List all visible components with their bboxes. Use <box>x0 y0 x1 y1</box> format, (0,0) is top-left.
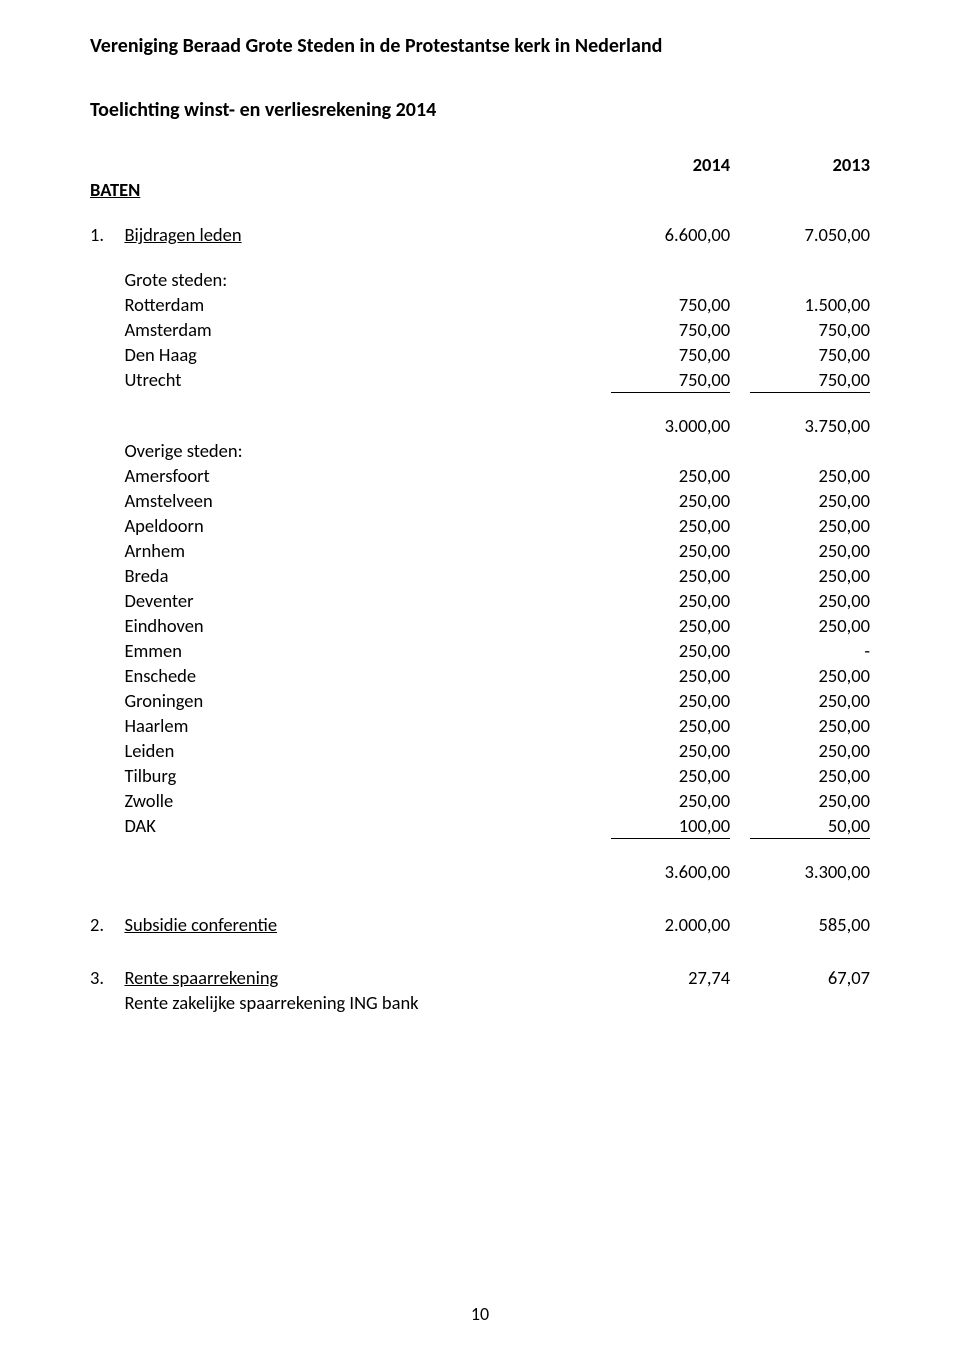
overige-row-a: 250,00 <box>611 513 731 538</box>
grote-row-label: Amsterdam <box>124 317 549 342</box>
page-subheader: Toelichting winst- en verliesrekening 20… <box>90 98 870 122</box>
section-baten: BATEN <box>90 178 140 201</box>
page-header: Vereniging Beraad Grote Steden in de Pro… <box>90 34 870 58</box>
overige-row-b: 250,00 <box>750 688 870 713</box>
overige-row-b: 250,00 <box>750 713 870 738</box>
overige-row-a: 250,00 <box>611 588 731 613</box>
sec3-num: 3. <box>90 965 124 990</box>
sec2-num: 2. <box>90 912 124 937</box>
overige-row-a: 250,00 <box>611 463 731 488</box>
overige-row-label: Apeldoorn <box>124 513 549 538</box>
sec3-title: Rente spaarrekening <box>124 966 278 989</box>
overige-row-label: Haarlem <box>124 713 549 738</box>
page-number: 10 <box>0 1303 960 1325</box>
overige-row-b: 250,00 <box>750 588 870 613</box>
overige-row-label: Enschede <box>124 663 549 688</box>
overige-row-a: 250,00 <box>611 613 731 638</box>
sec3-detail: Rente zakelijke spaarrekening ING bank <box>124 990 549 1015</box>
grote-row-b: 750,00 <box>750 367 870 393</box>
overige-row-b: 250,00 <box>750 463 870 488</box>
overige-row-b: 250,00 <box>750 788 870 813</box>
overige-row-label: Eindhoven <box>124 613 549 638</box>
grote-row-label: Rotterdam <box>124 292 549 317</box>
sec2-a: 2.000,00 <box>611 912 731 937</box>
overige-row-b: 250,00 <box>750 563 870 588</box>
overige-row-a: 250,00 <box>611 538 731 563</box>
overige-row-b: 50,00 <box>750 813 870 839</box>
grote-row-a: 750,00 <box>611 317 731 342</box>
financial-table: 2014 2013 BATEN 1.Bijdragen leden 6.600,00 7.… <box>90 152 870 1015</box>
overige-row-a: 100,00 <box>611 813 731 839</box>
grote-row-a: 750,00 <box>611 367 731 393</box>
overige-row-label: Tilburg <box>124 763 549 788</box>
grote-row-a: 750,00 <box>611 342 731 367</box>
overige-row-label: Amstelveen <box>124 488 549 513</box>
col-year-b: 2013 <box>750 152 870 177</box>
grote-subtotal-a: 3.000,00 <box>611 413 731 438</box>
overige-row-label: Amersfoort <box>124 463 549 488</box>
overige-row-label: Breda <box>124 563 549 588</box>
overige-row-label: Deventer <box>124 588 549 613</box>
overige-row-label: DAK <box>124 813 549 839</box>
overige-row-b: 250,00 <box>750 763 870 788</box>
sec2-title: Subsidie conferentie <box>124 913 277 936</box>
overige-row-label: Leiden <box>124 738 549 763</box>
overige-row-b: 250,00 <box>750 513 870 538</box>
overige-row-label: Groningen <box>124 688 549 713</box>
grote-row-label: Den Haag <box>124 342 549 367</box>
overige-subtotal-a: 3.600,00 <box>611 859 731 884</box>
grote-row-label: Utrecht <box>124 367 549 393</box>
overige-row-a: 250,00 <box>611 688 731 713</box>
sec3-a: 27,74 <box>611 965 731 990</box>
overige-row-a: 250,00 <box>611 763 731 788</box>
overige-row-a: 250,00 <box>611 738 731 763</box>
grote-row-b: 750,00 <box>750 317 870 342</box>
sec1-b: 7.050,00 <box>750 222 870 247</box>
overige-row-b: 250,00 <box>750 663 870 688</box>
grote-row-b: 750,00 <box>750 342 870 367</box>
sec1-num: 1. <box>90 222 124 247</box>
col-year-a: 2014 <box>611 152 731 177</box>
overige-row-b: 250,00 <box>750 738 870 763</box>
overige-row-label: Emmen <box>124 638 549 663</box>
grote-subtotal-b: 3.750,00 <box>750 413 870 438</box>
overige-row-a: 250,00 <box>611 663 731 688</box>
grote-row-b: 1.500,00 <box>750 292 870 317</box>
overige-row-label: Zwolle <box>124 788 549 813</box>
grote-label: Grote steden: <box>124 267 549 292</box>
overige-subtotal-b: 3.300,00 <box>750 859 870 884</box>
overige-row-b: 250,00 <box>750 613 870 638</box>
overige-label: Overige steden: <box>124 438 549 463</box>
sec1-title: Bijdragen leden <box>124 223 241 246</box>
overige-row-a: 250,00 <box>611 488 731 513</box>
grote-row-a: 750,00 <box>611 292 731 317</box>
overige-row-a: 250,00 <box>611 638 731 663</box>
overige-row-label: Arnhem <box>124 538 549 563</box>
sec2-b: 585,00 <box>750 912 870 937</box>
sec1-a: 6.600,00 <box>611 222 731 247</box>
overige-row-a: 250,00 <box>611 713 731 738</box>
overige-row-b: 250,00 <box>750 488 870 513</box>
sec3-b: 67,07 <box>750 965 870 990</box>
overige-row-b: 250,00 <box>750 538 870 563</box>
overige-row-b: - <box>750 638 870 663</box>
overige-row-a: 250,00 <box>611 563 731 588</box>
overige-row-a: 250,00 <box>611 788 731 813</box>
